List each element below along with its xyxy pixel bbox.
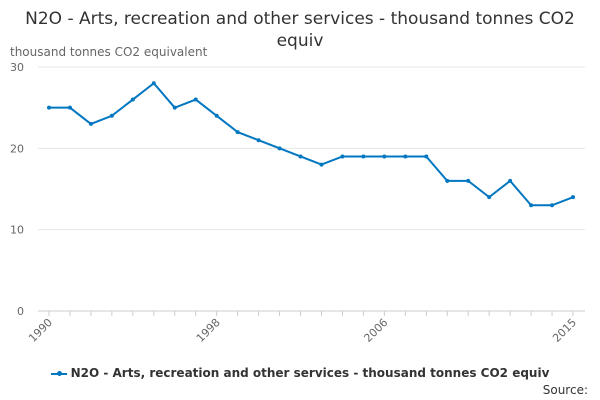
x-tick-label: 1998 [194,316,223,345]
x-tick-label: 2006 [361,316,390,345]
y-tick-label: 10 [10,224,24,237]
series-line [49,81,574,207]
data-point [172,105,177,110]
data-point [340,154,345,159]
x-tick-label: 1990 [26,316,55,345]
source-label[interactable]: Source: [542,383,588,397]
data-point [47,105,51,110]
data-point [256,138,261,143]
y-tick-label: 0 [17,305,24,318]
data-point [235,130,240,135]
data-point [445,178,450,183]
y-axis-label: thousand tonnes CO2 equivalent [10,45,208,59]
data-point [550,203,555,208]
data-point [403,154,408,159]
data-point [130,97,135,102]
data-point [487,195,492,200]
data-point [277,146,282,151]
legend-swatch [50,370,67,376]
data-point [214,113,219,118]
data-point [571,195,575,200]
y-tick-label: 30 [10,61,24,74]
legend-label: N2O - Arts, recreation and other service… [70,366,550,380]
data-point [361,154,366,159]
x-tick-label: 2015 [550,316,579,345]
data-point [88,121,93,126]
data-point [298,154,303,159]
data-point [382,154,387,159]
data-point [424,154,429,159]
data-point [67,105,72,110]
data-point [151,81,156,86]
data-point [508,178,513,183]
data-point [466,178,471,183]
data-point [109,113,114,118]
data-point [193,97,198,102]
chart-title: N2O - Arts, recreation and other service… [25,9,575,51]
legend[interactable]: N2O - Arts, recreation and other service… [0,366,600,380]
data-point [529,203,534,208]
y-tick-label: 20 [10,142,24,155]
data-point [319,162,324,167]
